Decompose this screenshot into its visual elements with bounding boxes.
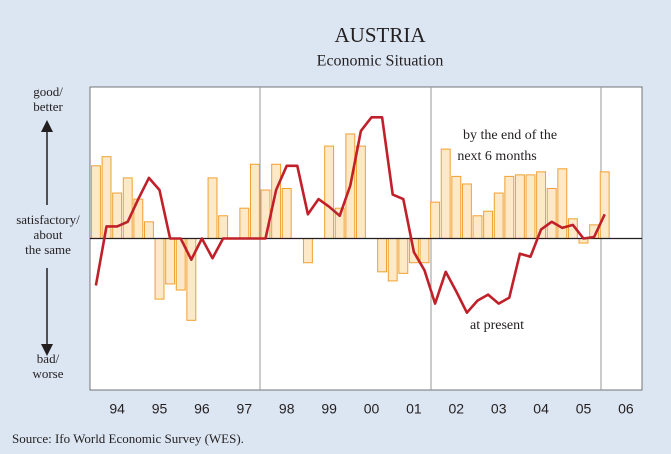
bar — [239, 207, 250, 239]
annotation: by the end of the — [463, 128, 557, 143]
x-tick-label: 01 — [406, 401, 422, 417]
x-tick-label: 06 — [618, 401, 634, 417]
y-label: good/ — [33, 84, 63, 99]
bar — [165, 238, 176, 285]
x-tick-label: 99 — [321, 401, 337, 417]
source: Source: Ifo World Economic Survey (WES). — [12, 431, 244, 446]
chart-title: AUSTRIA — [334, 23, 426, 47]
bar — [430, 201, 441, 239]
bar — [260, 189, 271, 240]
bar — [218, 215, 229, 239]
bar — [355, 145, 366, 240]
x-tick-label: 03 — [491, 401, 507, 417]
bar — [154, 238, 165, 300]
bar — [504, 175, 515, 239]
y-label: about — [34, 227, 63, 242]
bar — [143, 221, 154, 240]
bar — [440, 148, 451, 240]
x-tick-label: 05 — [576, 401, 592, 417]
bar — [419, 238, 430, 264]
bar — [207, 177, 218, 239]
bar — [112, 192, 123, 240]
x-tick-label: 00 — [364, 401, 380, 417]
x-tick-label: 98 — [279, 401, 295, 417]
bar — [90, 165, 101, 239]
x-tick-label: 97 — [237, 401, 253, 417]
x-tick-label: 94 — [109, 401, 125, 417]
annotation: next 6 months — [457, 149, 536, 164]
bar — [514, 174, 525, 239]
line — [94, 116, 606, 314]
y-label: satisfactory/ — [16, 212, 80, 227]
bar — [398, 238, 409, 274]
y-label: bad/ — [37, 351, 60, 366]
x-tick-label: 95 — [152, 401, 168, 417]
chart-subtitle: Economic Situation — [317, 53, 444, 70]
bar — [472, 215, 483, 239]
y-label: better — [33, 99, 63, 114]
y-label: worse — [32, 366, 63, 381]
bar — [387, 238, 398, 282]
bar — [483, 210, 494, 239]
y-label: the same — [25, 242, 71, 257]
x-tick-label: 04 — [533, 401, 549, 417]
x-tick-label: 96 — [194, 401, 210, 417]
bar — [451, 175, 462, 239]
bar — [122, 177, 133, 239]
bar — [525, 174, 536, 239]
bar — [461, 183, 472, 240]
bar — [324, 145, 335, 240]
bar — [546, 188, 557, 240]
x-tick-label: 02 — [449, 401, 465, 417]
bar — [249, 163, 260, 239]
bar — [493, 192, 504, 240]
bar — [302, 238, 313, 264]
bar — [281, 188, 292, 240]
bar — [599, 171, 610, 239]
annotation: at present — [470, 318, 524, 333]
bar — [377, 238, 388, 273]
